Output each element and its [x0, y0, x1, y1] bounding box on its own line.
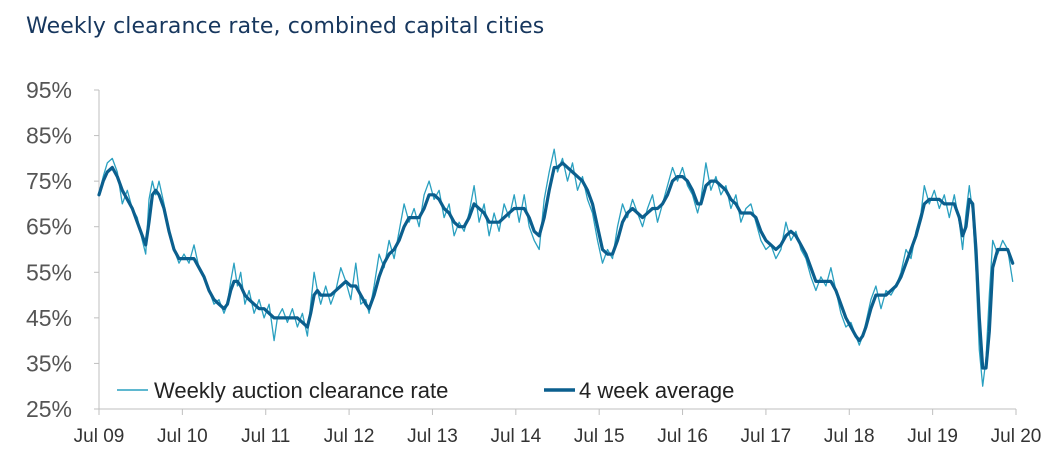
y-tick-label: 45% — [26, 305, 72, 331]
chart-title: Weekly clearance rate, combined capital … — [26, 14, 545, 39]
y-tick-label: 25% — [26, 396, 72, 422]
x-tick-label: Jul 20 — [991, 426, 1042, 447]
x-tick-label: Jul 19 — [907, 426, 958, 447]
y-tick-label: 75% — [26, 168, 72, 194]
series-line-4-week-average — [97, 161, 1015, 370]
y-axis: 95% 85% 75% 65% 55% 45% 35% 25% — [26, 77, 100, 422]
y-tick-label: 65% — [26, 214, 72, 240]
y-tick-label: 55% — [26, 259, 72, 285]
series-lines — [97, 148, 1015, 387]
x-tick-label: Jul 13 — [407, 426, 458, 447]
x-tick-label: Jul 18 — [824, 426, 875, 447]
y-tick-label: 95% — [26, 77, 72, 103]
x-tick-label: Jul 11 — [241, 426, 290, 447]
x-tick-label: Jul 15 — [574, 426, 625, 447]
y-tick-label: 85% — [26, 123, 72, 149]
x-tick-label: Jul 17 — [741, 426, 792, 447]
series-line-weekly — [98, 148, 1014, 387]
legend-label-4-week-average: 4 week average — [579, 378, 734, 403]
x-tick-label: Jul 12 — [324, 426, 375, 447]
y-tick-label: 35% — [26, 350, 72, 376]
x-tick-label: Jul 09 — [74, 426, 125, 447]
x-tick-label: Jul 14 — [490, 426, 541, 447]
legend: Weekly auction clearance rate 4 week ave… — [117, 378, 734, 403]
legend-label-weekly: Weekly auction clearance rate — [154, 378, 448, 403]
x-tick-label: Jul 16 — [657, 426, 708, 447]
x-tick-label: Jul 10 — [157, 426, 208, 447]
x-axis: Jul 09 Jul 10 Jul 11 Jul 12 Jul 13 Jul 14 Jul … — [74, 408, 1042, 447]
